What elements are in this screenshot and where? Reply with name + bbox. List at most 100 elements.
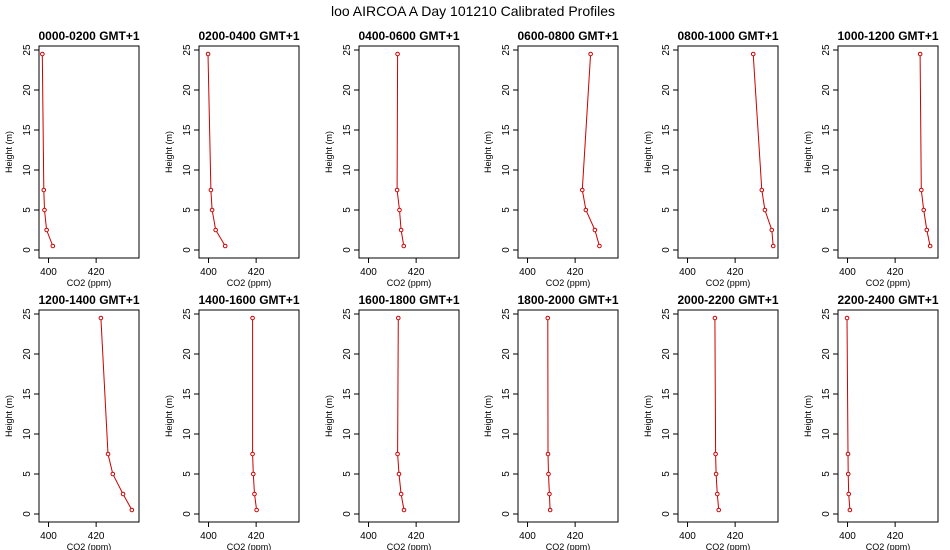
profile-point bbox=[395, 451, 400, 457]
profile-point bbox=[919, 187, 924, 193]
x-axis-label: CO2 (ppm) bbox=[706, 542, 751, 550]
profile-point bbox=[927, 243, 933, 249]
profile-line bbox=[41, 53, 54, 247]
y-tick-label: 5 bbox=[501, 471, 512, 477]
x-tick-label: 400 bbox=[679, 267, 696, 278]
y-tick-label: 15 bbox=[182, 388, 193, 400]
x-axis-label: CO2 (ppm) bbox=[866, 278, 911, 288]
y-tick-label: 10 bbox=[821, 164, 832, 176]
profile-point bbox=[547, 491, 552, 497]
y-tick-label: 5 bbox=[821, 471, 832, 477]
panel-title: 0200-0400 GMT+1 bbox=[198, 29, 299, 43]
y-tick-label: 25 bbox=[182, 44, 193, 56]
panel-title: 0800-1000 GMT+1 bbox=[677, 29, 778, 43]
profile-line bbox=[100, 317, 133, 511]
panel-title: 0000-0200 GMT+1 bbox=[38, 29, 139, 43]
y-tick-label: 15 bbox=[821, 124, 832, 136]
profile-point bbox=[205, 51, 211, 57]
y-tick-label: 20 bbox=[501, 84, 512, 96]
profile-point bbox=[579, 187, 585, 193]
y-tick-label: 5 bbox=[661, 471, 672, 477]
profile-point bbox=[44, 227, 49, 233]
y-tick-label: 10 bbox=[342, 428, 353, 440]
profile-point bbox=[716, 507, 722, 513]
plot-frame bbox=[198, 45, 300, 259]
profile-line bbox=[919, 53, 931, 247]
profile-point bbox=[105, 451, 111, 457]
x-axis-label: CO2 (ppm) bbox=[387, 542, 432, 550]
y-axis-label: Height (m) bbox=[483, 395, 493, 437]
profile-point bbox=[762, 207, 768, 213]
profile-point bbox=[110, 471, 116, 477]
y-tick-label: 0 bbox=[22, 247, 33, 253]
y-tick-label: 20 bbox=[22, 84, 33, 96]
profile-point bbox=[401, 243, 407, 249]
profile-point bbox=[750, 51, 756, 57]
y-tick-label: 0 bbox=[501, 511, 512, 517]
y-tick-label: 20 bbox=[821, 348, 832, 360]
x-tick-label: 400 bbox=[200, 531, 217, 542]
profile-point bbox=[120, 491, 126, 497]
y-tick-label: 15 bbox=[342, 388, 353, 400]
y-tick-label: 10 bbox=[22, 428, 33, 440]
profile-line bbox=[846, 317, 851, 511]
x-tick-label: 420 bbox=[88, 531, 105, 542]
x-axis-label: CO2 (ppm) bbox=[67, 278, 112, 288]
plot-frame bbox=[837, 309, 939, 523]
y-tick-label: 15 bbox=[342, 124, 353, 136]
y-tick-label: 25 bbox=[661, 44, 672, 56]
x-tick-label: 420 bbox=[887, 531, 904, 542]
profile-point bbox=[250, 315, 255, 321]
y-tick-label: 15 bbox=[182, 124, 193, 136]
profile-point bbox=[222, 243, 228, 249]
y-tick-label: 15 bbox=[22, 124, 33, 136]
profile-point bbox=[583, 207, 589, 213]
profile-point bbox=[398, 227, 404, 233]
y-tick-label: 20 bbox=[342, 84, 353, 96]
plot-frame bbox=[358, 309, 460, 523]
x-tick-label: 400 bbox=[40, 531, 57, 542]
y-tick-label: 25 bbox=[342, 308, 353, 320]
x-tick-label: 420 bbox=[408, 531, 425, 542]
y-tick-label: 25 bbox=[821, 308, 832, 320]
y-tick-label: 20 bbox=[22, 348, 33, 360]
profile-point bbox=[597, 243, 602, 249]
profile-point bbox=[213, 227, 218, 233]
x-axis-label: CO2 (ppm) bbox=[546, 542, 591, 550]
y-tick-label: 15 bbox=[661, 388, 672, 400]
profile-point bbox=[98, 315, 104, 321]
profile-line bbox=[581, 53, 600, 247]
profile-line bbox=[396, 53, 405, 247]
x-tick-label: 400 bbox=[360, 267, 377, 278]
profile-point bbox=[254, 507, 259, 513]
x-axis-label: CO2 (ppm) bbox=[706, 278, 751, 288]
profile-point bbox=[50, 243, 56, 249]
y-tick-label: 0 bbox=[182, 247, 193, 253]
profile-point bbox=[769, 227, 775, 233]
plot-frame bbox=[38, 45, 140, 259]
y-tick-label: 5 bbox=[22, 471, 33, 477]
x-tick-label: 400 bbox=[40, 267, 57, 278]
panel-title: 1000-1200 GMT+1 bbox=[837, 29, 938, 43]
y-tick-label: 0 bbox=[661, 247, 672, 253]
x-axis-label: CO2 (ppm) bbox=[866, 542, 911, 550]
y-tick-label: 5 bbox=[22, 207, 33, 213]
panel-title: 0600-0800 GMT+1 bbox=[517, 29, 618, 43]
profile-point bbox=[713, 451, 718, 457]
y-tick-label: 0 bbox=[821, 247, 832, 253]
x-tick-label: 420 bbox=[248, 267, 265, 278]
x-tick-label: 400 bbox=[200, 267, 217, 278]
y-tick-label: 25 bbox=[661, 308, 672, 320]
y-tick-label: 0 bbox=[342, 247, 353, 253]
profile-point bbox=[209, 207, 215, 213]
profile-point bbox=[847, 507, 853, 513]
plot-frame bbox=[677, 45, 779, 259]
